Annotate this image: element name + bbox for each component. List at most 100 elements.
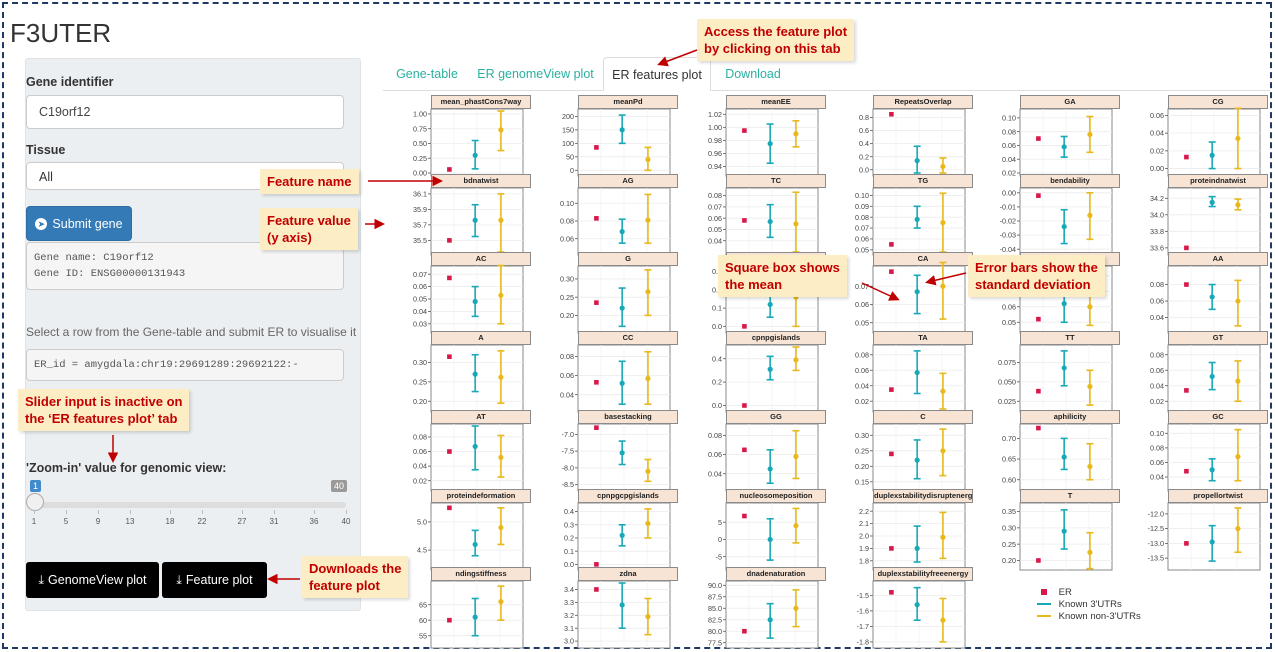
tab-er-features-plot[interactable]: ER features plot bbox=[603, 57, 711, 91]
panel-title: RepeatsOverlap bbox=[873, 95, 973, 109]
y-tick-label: 33.6 bbox=[1150, 243, 1164, 252]
slider-tick-label: 13 bbox=[125, 517, 135, 526]
tab-download[interactable]: Download bbox=[725, 67, 781, 81]
er-mean-point bbox=[594, 216, 599, 221]
panel-plot: 1.00 0.75 0.50 0.25 0.00 bbox=[413, 108, 524, 178]
y-tick-label: -7.0 bbox=[562, 430, 574, 439]
panel-title: zdna bbox=[578, 567, 678, 581]
annotation-downloads: Downloads the feature plot bbox=[302, 556, 409, 598]
feature-panel: zdna 3.4 3.3 3.2 3.1 3.0 bbox=[552, 567, 678, 650]
y-tick-label: 87.5 bbox=[708, 592, 722, 601]
feature-panel: duplexstabilityfreeenergy -1.5 -1.6 -1.7 -1.… bbox=[847, 567, 973, 650]
y-tick-label: 0.08 bbox=[560, 217, 574, 226]
feature-panel: AG 0.10 0.08 0.06 bbox=[552, 174, 678, 257]
feature-panel: CG 0.06 0.04 0.02 0.00 bbox=[1142, 95, 1268, 178]
known-3utr-mean-point bbox=[767, 218, 773, 225]
panel-plot: 0.35 0.30 0.25 0.20 bbox=[1002, 502, 1113, 571]
y-tick-label: 0.075 bbox=[998, 358, 1016, 367]
feature-panel: GT 0.08 0.06 0.04 0.02 bbox=[1142, 331, 1268, 414]
panel-title: T bbox=[1020, 489, 1120, 503]
y-tick-label: 2.2 bbox=[859, 507, 869, 516]
annotation-access-tab: Access the feature plot by clicking on t… bbox=[697, 19, 855, 61]
y-tick-label: 0.050 bbox=[998, 377, 1016, 386]
y-tick-label: 0.08 bbox=[1150, 443, 1164, 452]
y-tick-label: 0.20 bbox=[855, 462, 869, 471]
slider-tick-mark bbox=[34, 510, 35, 514]
feature-panel: bdnatwist 36.1 35.9 35.7 35.5 bbox=[405, 174, 531, 257]
y-tick-label: 80.0 bbox=[708, 627, 722, 636]
y-tick-label: 0.0 bbox=[712, 322, 722, 331]
feature-panel: GC 0.10 0.08 0.06 0.04 bbox=[1142, 410, 1268, 493]
y-tick-label: 1.02 bbox=[708, 110, 722, 119]
er-mean-point bbox=[1036, 136, 1041, 141]
panel-plot: 0.08 0.06 0.04 0.02 bbox=[855, 344, 966, 413]
panel-plot: 0.080.070.060.05 bbox=[1002, 265, 1113, 334]
slider-tick-label: 22 bbox=[197, 517, 207, 526]
known-3utr-mean-point bbox=[472, 152, 478, 158]
known-3utr-mean-point bbox=[472, 371, 478, 377]
y-tick-label: 0.06 bbox=[413, 282, 427, 291]
zoom-slider-track[interactable] bbox=[34, 502, 346, 508]
er-mean-point bbox=[742, 324, 747, 329]
panel-plot: 0.08 0.06 0.04 bbox=[560, 344, 671, 413]
tab-gene-table[interactable]: Gene-table bbox=[396, 67, 458, 81]
panel-plot: 0.075 0.050 0.025 bbox=[998, 344, 1113, 413]
er-mean-point bbox=[889, 451, 894, 457]
y-tick-label: 5 bbox=[718, 518, 722, 527]
sidebar-panel: Gene identifier C19orf12 Tissue All ➤ Su… bbox=[25, 58, 361, 611]
y-tick-label: 0.08 bbox=[708, 191, 722, 200]
y-tick-label: 0.04 bbox=[413, 462, 427, 471]
er-mean-point bbox=[1036, 425, 1041, 431]
panel-plot: 0.08 0.06 0.04 0.02 bbox=[413, 423, 524, 492]
tab-er-genomeview-plot[interactable]: ER genomeView plot bbox=[477, 67, 594, 81]
known-3utr-mean-point bbox=[1209, 373, 1215, 380]
y-tick-label: -8.5 bbox=[562, 480, 574, 489]
download-feature-plot-button[interactable]: ⤓ Feature plot bbox=[162, 562, 267, 598]
y-tick-label: 0.04 bbox=[1150, 473, 1164, 482]
y-tick-label: 0.04 bbox=[1002, 155, 1016, 164]
y-tick-label: 0.08 bbox=[708, 431, 722, 440]
y-tick-label: 0.0 bbox=[712, 401, 722, 410]
gene-info-output: Gene name: C19orf12 Gene ID: ENSG0000013… bbox=[26, 242, 344, 290]
panel-plot: 0.70 0.65 0.60 bbox=[1002, 423, 1113, 492]
known-non-3utr-mean-point bbox=[793, 453, 799, 460]
download-icon: ⤓ bbox=[38, 572, 45, 587]
known-non-3utr-mean-point bbox=[1087, 383, 1093, 390]
legend-key-known-3utr bbox=[1037, 599, 1051, 609]
panel-plot: 0.10 0.08 0.06 bbox=[560, 187, 671, 256]
slider-tick-mark bbox=[346, 510, 347, 514]
feature-panel: AC 0.07 0.06 0.05 0.04 0.03 bbox=[405, 252, 531, 335]
y-tick-label: -13.5 bbox=[1148, 554, 1164, 563]
y-tick-label: 0.25 bbox=[413, 154, 427, 163]
known-non-3utr-mean-point bbox=[940, 448, 946, 454]
zoom-slider-handle[interactable] bbox=[26, 493, 44, 511]
feature-panel: GA 0.10 0.08 0.06 0.04 0.02 bbox=[994, 95, 1120, 178]
panel-title: AG bbox=[578, 174, 678, 188]
legend-key-known-non-3utr bbox=[1037, 611, 1051, 621]
slider-tick-mark bbox=[274, 510, 275, 514]
known-non-3utr-mean-point bbox=[645, 289, 651, 295]
er-mean-point bbox=[1036, 388, 1041, 394]
y-tick-label: 0.05 bbox=[855, 245, 869, 254]
y-tick-label: -0.04 bbox=[1000, 245, 1016, 254]
y-tick-label: 0.08 bbox=[1150, 280, 1164, 289]
er-mean-point bbox=[447, 449, 452, 454]
y-tick-label: 0.25 bbox=[560, 293, 574, 302]
y-tick-label: 35.7 bbox=[413, 220, 427, 229]
y-tick-label: 0 bbox=[718, 535, 722, 544]
panel-plot: 200 150 100 50 0 bbox=[562, 108, 671, 177]
y-tick-label: 85.0 bbox=[708, 604, 722, 613]
slider-tick-mark bbox=[314, 510, 315, 514]
submit-gene-button[interactable]: ➤ Submit gene bbox=[26, 206, 132, 241]
y-tick-label: 0.06 bbox=[855, 366, 869, 375]
gene-identifier-input[interactable]: C19orf12 bbox=[26, 95, 344, 129]
known-non-3utr-mean-point bbox=[793, 357, 799, 363]
panel-plot: 0.8 0.6 0.4 0.2 0.0 bbox=[859, 108, 966, 177]
slider-tick-label: 9 bbox=[95, 517, 101, 526]
y-tick-label: -7.5 bbox=[562, 447, 574, 456]
y-tick-label: 0.30 bbox=[560, 275, 574, 284]
panel-title: TG bbox=[873, 174, 973, 188]
panel-title: TA bbox=[873, 331, 973, 345]
download-genomeview-button[interactable]: ⤓ GenomeView plot bbox=[26, 562, 159, 598]
y-tick-label: 5.0 bbox=[417, 518, 427, 527]
